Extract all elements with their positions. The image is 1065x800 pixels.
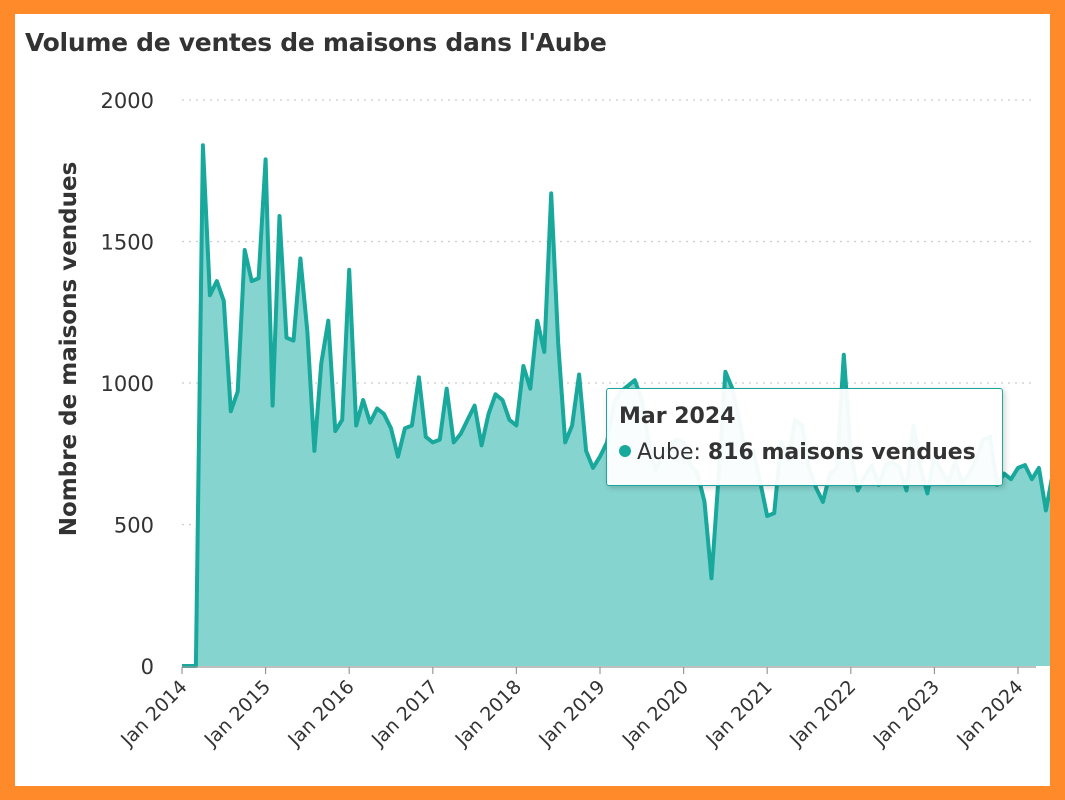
hover-tooltip: Mar 2024 Aube: 816 maisons vendues bbox=[606, 388, 1003, 486]
tooltip-series: Aube: bbox=[637, 440, 701, 465]
x-tick-label: Jan 2022 bbox=[785, 676, 860, 751]
x-tick-label: Jan 2023 bbox=[868, 676, 943, 751]
y-tick-label: 500 bbox=[114, 514, 154, 538]
chart-panel: Volume de ventes de maisons dans l'Aube … bbox=[15, 14, 1050, 786]
y-tick-label: 2000 bbox=[101, 89, 154, 113]
tooltip-line: Aube: 816 maisons vendues bbox=[619, 437, 990, 469]
series-marker-icon bbox=[619, 445, 631, 457]
x-tick-label: Jan 2024 bbox=[952, 676, 1027, 751]
x-tick-label: Jan 2018 bbox=[450, 676, 525, 751]
y-tick-label: 0 bbox=[141, 655, 154, 679]
y-tick-label: 1000 bbox=[101, 372, 154, 396]
tooltip-date: Mar 2024 bbox=[619, 404, 736, 429]
x-tick-label: Jan 2014 bbox=[116, 676, 191, 751]
x-tick-label: Jan 2019 bbox=[534, 676, 609, 751]
x-tick-label: Jan 2017 bbox=[367, 676, 442, 751]
chart-title: Volume de ventes de maisons dans l'Aube bbox=[25, 28, 607, 57]
x-tick-label: Jan 2016 bbox=[283, 676, 358, 751]
x-tick-label: Jan 2021 bbox=[701, 676, 776, 751]
x-tick-label: Jan 2015 bbox=[200, 676, 275, 751]
y-axis-title: Nombre de maisons vendues bbox=[56, 162, 82, 537]
x-tick-label: Jan 2020 bbox=[618, 676, 693, 751]
tooltip-value: 816 maisons vendues bbox=[707, 440, 976, 465]
y-tick-label: 1500 bbox=[101, 231, 154, 255]
